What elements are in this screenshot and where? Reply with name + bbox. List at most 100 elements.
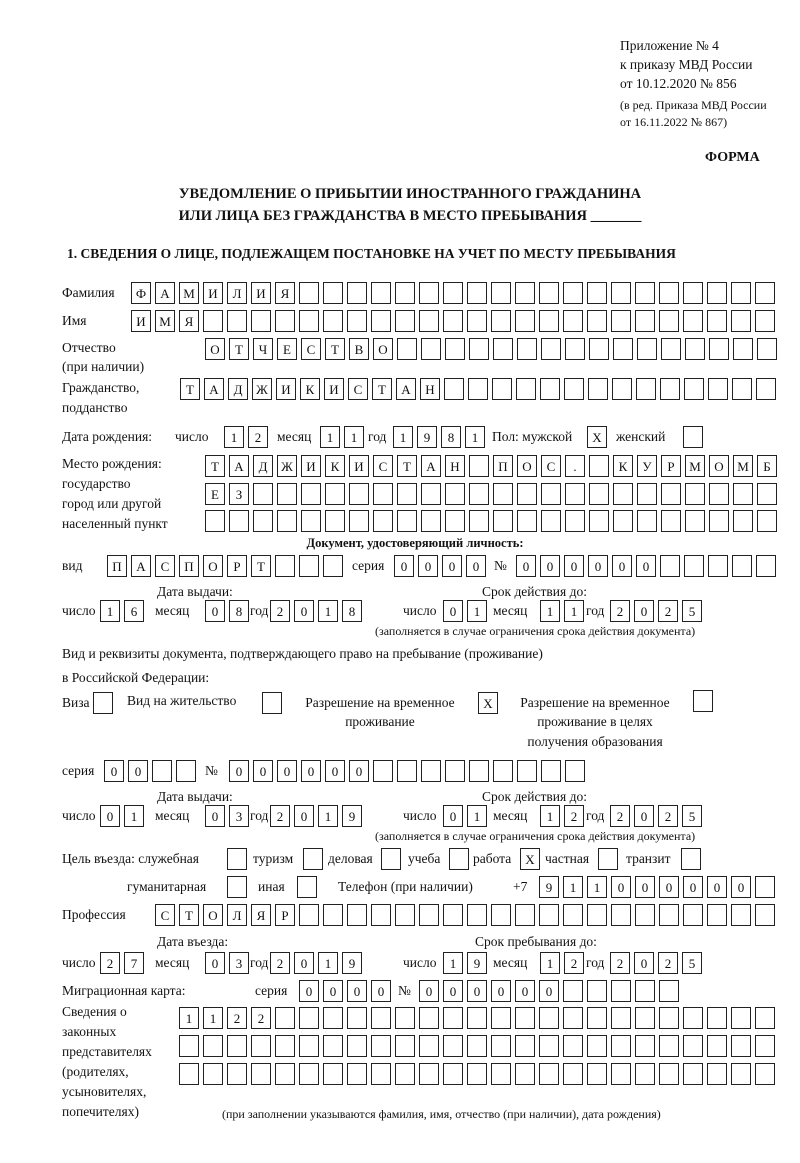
char-box[interactable] bbox=[515, 1007, 535, 1029]
char-box[interactable] bbox=[469, 760, 489, 782]
char-box[interactable] bbox=[683, 1007, 703, 1029]
char-box[interactable] bbox=[491, 904, 511, 926]
char-box[interactable]: 2 bbox=[658, 805, 678, 827]
char-box[interactable] bbox=[253, 510, 273, 532]
char-box[interactable]: А bbox=[204, 378, 224, 400]
char-box[interactable] bbox=[371, 1035, 391, 1057]
char-box[interactable]: 0 bbox=[588, 555, 608, 577]
char-box[interactable] bbox=[397, 760, 417, 782]
char-box[interactable] bbox=[659, 904, 679, 926]
char-box[interactable]: Я bbox=[275, 282, 295, 304]
char-box[interactable] bbox=[493, 760, 513, 782]
char-box[interactable] bbox=[684, 378, 704, 400]
char-box[interactable] bbox=[732, 378, 752, 400]
char-box[interactable]: О bbox=[203, 904, 223, 926]
char-box[interactable] bbox=[277, 483, 297, 505]
char-box[interactable] bbox=[347, 904, 367, 926]
char-box[interactable] bbox=[275, 1007, 295, 1029]
char-box[interactable] bbox=[445, 760, 465, 782]
char-box[interactable] bbox=[323, 1063, 343, 1085]
char-box[interactable]: 1 bbox=[467, 600, 487, 622]
char-box[interactable]: Т bbox=[229, 338, 249, 360]
char-box[interactable]: 0 bbox=[636, 555, 656, 577]
char-box[interactable] bbox=[541, 760, 561, 782]
char-box[interactable] bbox=[636, 378, 656, 400]
char-box[interactable]: Т bbox=[180, 378, 200, 400]
char-box[interactable]: 1 bbox=[203, 1007, 223, 1029]
char-box[interactable]: 1 bbox=[540, 952, 560, 974]
char-box[interactable]: 0 bbox=[634, 952, 654, 974]
char-box[interactable] bbox=[517, 760, 537, 782]
char-box[interactable]: 0 bbox=[443, 600, 463, 622]
char-box[interactable] bbox=[467, 310, 487, 332]
char-box[interactable] bbox=[203, 1063, 223, 1085]
char-box[interactable]: 0 bbox=[100, 805, 120, 827]
char-box[interactable]: 2 bbox=[248, 426, 268, 448]
char-box[interactable]: 0 bbox=[540, 555, 560, 577]
visa-checkbox[interactable] bbox=[93, 692, 113, 714]
char-box[interactable] bbox=[659, 1035, 679, 1057]
char-box[interactable] bbox=[539, 282, 559, 304]
char-box[interactable] bbox=[515, 1035, 535, 1057]
char-box[interactable] bbox=[685, 510, 705, 532]
char-box[interactable]: П bbox=[179, 555, 199, 577]
char-box[interactable] bbox=[755, 904, 775, 926]
char-box[interactable] bbox=[539, 904, 559, 926]
char-box[interactable]: 0 bbox=[491, 980, 511, 1002]
char-box[interactable] bbox=[541, 510, 561, 532]
char-box[interactable] bbox=[469, 455, 489, 477]
char-box[interactable] bbox=[469, 510, 489, 532]
char-box[interactable]: X bbox=[520, 848, 540, 870]
char-box[interactable] bbox=[755, 282, 775, 304]
char-box[interactable]: 2 bbox=[564, 952, 584, 974]
char-box[interactable]: 0 bbox=[612, 555, 632, 577]
char-box[interactable]: Е bbox=[277, 338, 297, 360]
char-box[interactable] bbox=[445, 510, 465, 532]
char-box[interactable] bbox=[323, 1035, 343, 1057]
char-box[interactable] bbox=[757, 483, 777, 505]
char-box[interactable] bbox=[253, 483, 273, 505]
char-box[interactable]: И bbox=[131, 310, 151, 332]
char-box[interactable] bbox=[229, 510, 249, 532]
char-box[interactable]: О bbox=[709, 455, 729, 477]
char-box[interactable] bbox=[659, 310, 679, 332]
char-box[interactable]: М bbox=[733, 455, 753, 477]
char-box[interactable]: Т bbox=[179, 904, 199, 926]
char-box[interactable]: 0 bbox=[564, 555, 584, 577]
char-box[interactable]: 0 bbox=[539, 980, 559, 1002]
char-box[interactable] bbox=[275, 1063, 295, 1085]
char-box[interactable] bbox=[661, 338, 681, 360]
char-box[interactable]: 0 bbox=[394, 555, 414, 577]
purpose-private-checkbox[interactable] bbox=[598, 848, 618, 870]
char-box[interactable] bbox=[589, 483, 609, 505]
char-box[interactable] bbox=[685, 338, 705, 360]
char-box[interactable] bbox=[347, 1007, 367, 1029]
char-box[interactable] bbox=[707, 282, 727, 304]
char-box[interactable] bbox=[467, 1007, 487, 1029]
char-box[interactable]: У bbox=[637, 455, 657, 477]
char-box[interactable] bbox=[301, 510, 321, 532]
purpose-service-checkbox[interactable] bbox=[227, 848, 247, 870]
char-box[interactable] bbox=[445, 483, 465, 505]
char-box[interactable] bbox=[443, 904, 463, 926]
char-box[interactable]: 1 bbox=[540, 600, 560, 622]
char-box[interactable]: С bbox=[155, 555, 175, 577]
char-box[interactable] bbox=[421, 338, 441, 360]
char-box[interactable] bbox=[443, 1063, 463, 1085]
char-box[interactable] bbox=[757, 510, 777, 532]
char-box[interactable] bbox=[731, 1035, 751, 1057]
char-box[interactable] bbox=[635, 904, 655, 926]
char-box[interactable]: Л bbox=[227, 904, 247, 926]
char-box[interactable]: И bbox=[276, 378, 296, 400]
char-box[interactable] bbox=[611, 282, 631, 304]
char-box[interactable]: 3 bbox=[229, 952, 249, 974]
